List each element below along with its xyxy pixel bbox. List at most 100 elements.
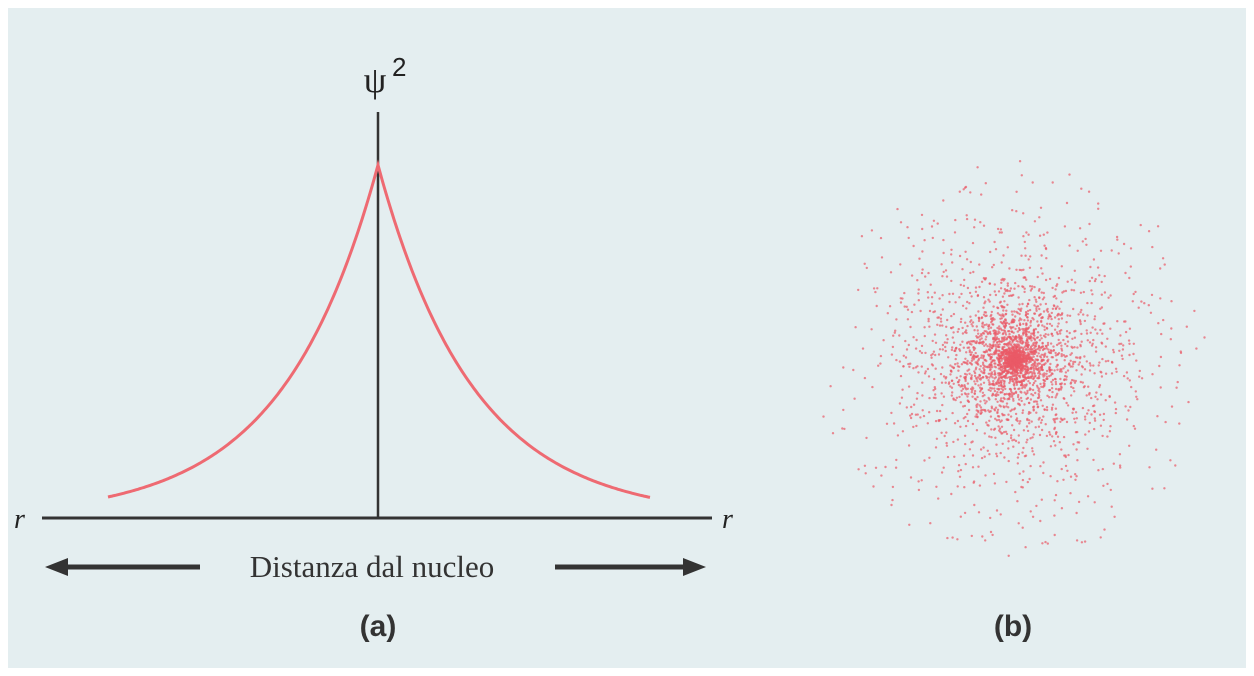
cloud-dot xyxy=(843,427,846,431)
cloud-dot xyxy=(940,431,943,434)
cloud-dot xyxy=(907,362,910,366)
cloud-dot xyxy=(974,382,977,386)
cloud-dot xyxy=(1161,257,1165,260)
cloud-dot xyxy=(936,222,939,225)
cloud-dot xyxy=(1026,418,1029,422)
cloud-dot xyxy=(1065,401,1068,405)
cloud-dot xyxy=(1098,384,1102,387)
cloud-dot xyxy=(1056,417,1059,420)
cloud-dot xyxy=(1054,351,1057,355)
cloud-dot xyxy=(980,354,983,357)
cloud-dot xyxy=(1159,355,1163,359)
cloud-dot xyxy=(991,533,994,537)
cloud-dot xyxy=(987,388,990,392)
cloud-dot xyxy=(988,331,991,335)
cloud-dot xyxy=(1016,462,1019,465)
cloud-dot xyxy=(1030,420,1033,423)
cloud-dot xyxy=(944,381,947,384)
cloud-dot xyxy=(1007,335,1010,338)
cloud-dot xyxy=(999,368,1002,372)
cloud-dot xyxy=(922,414,926,418)
cloud-dot xyxy=(842,366,845,369)
cloud-dot xyxy=(905,406,908,409)
cloud-dot xyxy=(985,359,988,363)
cloud-dot xyxy=(1010,390,1013,393)
cloud-dot xyxy=(942,251,945,255)
cloud-dot xyxy=(1025,323,1028,326)
cloud-dot xyxy=(1034,379,1037,383)
cloud-dot xyxy=(977,363,980,366)
cloud-dot xyxy=(1033,220,1037,223)
cloud-dot xyxy=(1005,321,1009,325)
cloud-dot xyxy=(953,231,957,234)
cloud-dot xyxy=(910,405,913,409)
cloud-dot xyxy=(1007,554,1010,557)
cloud-dot xyxy=(1079,343,1082,347)
cloud-dot xyxy=(900,396,904,399)
cloud-dot xyxy=(945,431,948,434)
cloud-dot xyxy=(1008,387,1012,391)
cloud-dot xyxy=(1032,367,1036,370)
cloud-dot xyxy=(1048,389,1051,392)
cloud-dot xyxy=(1012,445,1015,448)
cloud-dot xyxy=(1012,320,1016,324)
cloud-dot xyxy=(1065,378,1068,381)
cloud-dot xyxy=(1064,355,1067,358)
cloud-dot xyxy=(993,377,996,380)
cloud-dot xyxy=(932,219,936,222)
cloud-dot xyxy=(978,335,981,338)
cloud-dot xyxy=(992,323,995,326)
cloud-dot xyxy=(1056,305,1059,308)
cloud-dot xyxy=(1068,314,1072,317)
cloud-dot xyxy=(1140,377,1144,380)
cloud-dot xyxy=(1064,371,1068,374)
cloud-dot xyxy=(980,411,983,414)
cloud-dot xyxy=(972,354,975,357)
cloud-dot xyxy=(1073,360,1077,364)
cloud-dot xyxy=(970,323,973,326)
cloud-dot xyxy=(1094,395,1097,398)
cloud-dot xyxy=(990,383,993,386)
cloud-dot xyxy=(996,227,1000,231)
cloud-dot xyxy=(1001,345,1004,349)
cloud-dot xyxy=(1128,379,1132,382)
cloud-dot xyxy=(921,268,924,271)
cloud-dot xyxy=(1195,347,1198,350)
cloud-dot xyxy=(966,359,969,363)
cloud-dot xyxy=(1040,291,1043,294)
cloud-dot xyxy=(1007,447,1010,450)
cloud-dot xyxy=(886,312,889,315)
cloud-dot xyxy=(1014,335,1018,338)
cloud-dot xyxy=(1005,348,1008,351)
cloud-dot xyxy=(1005,480,1008,484)
cloud-dot xyxy=(990,321,993,324)
cloud-dot xyxy=(949,373,952,376)
cloud-dot xyxy=(1087,190,1091,193)
cloud-dot xyxy=(992,344,995,347)
cloud-dot xyxy=(996,312,1000,315)
cloud-dot xyxy=(1063,365,1067,368)
cloud-dot xyxy=(1037,394,1041,397)
cloud-dot xyxy=(1018,319,1021,322)
cloud-dot xyxy=(1016,368,1020,372)
cloud-dot xyxy=(892,334,895,337)
cloud-dot xyxy=(1003,343,1006,346)
cloud-dot xyxy=(1026,302,1030,305)
cloud-dot xyxy=(1073,346,1076,349)
cloud-dot xyxy=(988,300,991,303)
cloud-dot xyxy=(928,456,931,459)
cloud-dot xyxy=(896,207,899,211)
cloud-dot xyxy=(940,392,943,395)
cloud-dot xyxy=(1008,332,1011,336)
cloud-dot xyxy=(1121,348,1125,351)
cloud-dot xyxy=(957,464,961,467)
cloud-dot xyxy=(1028,360,1031,363)
cloud-dot xyxy=(951,336,954,339)
cloud-dot xyxy=(975,413,978,416)
cloud-dot xyxy=(1079,291,1083,294)
cloud-dot xyxy=(1017,296,1020,299)
cloud-dot xyxy=(1147,230,1151,233)
cloud-dot xyxy=(916,413,919,416)
cloud-dot xyxy=(992,263,995,267)
